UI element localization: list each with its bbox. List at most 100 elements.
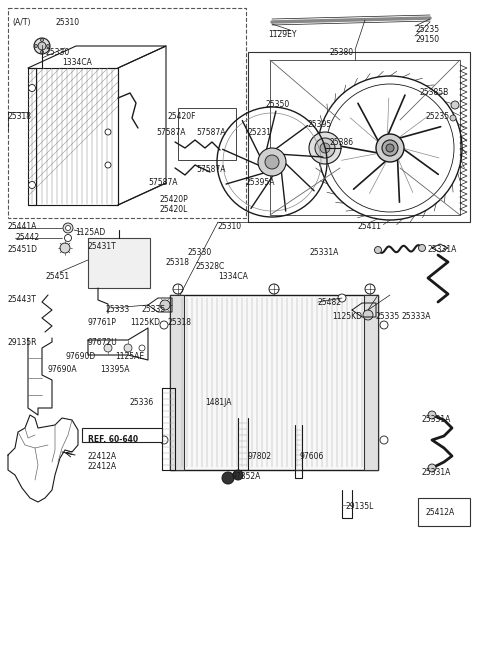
Text: 57587A: 57587A bbox=[196, 128, 226, 137]
Text: 25310: 25310 bbox=[218, 222, 242, 231]
Circle shape bbox=[63, 223, 73, 233]
Text: 1481JA: 1481JA bbox=[205, 398, 231, 407]
Text: 25385B: 25385B bbox=[420, 88, 449, 97]
Text: 25331A: 25331A bbox=[422, 468, 451, 477]
Text: 29135R: 29135R bbox=[8, 338, 37, 347]
Text: 25395A: 25395A bbox=[245, 178, 275, 187]
Circle shape bbox=[160, 436, 168, 444]
Circle shape bbox=[451, 101, 459, 109]
Text: 25412A: 25412A bbox=[425, 508, 454, 517]
Text: 25331A: 25331A bbox=[310, 248, 339, 257]
Circle shape bbox=[34, 38, 50, 54]
Circle shape bbox=[35, 45, 37, 48]
Circle shape bbox=[258, 148, 286, 176]
Text: 25420L: 25420L bbox=[160, 205, 188, 214]
Circle shape bbox=[374, 246, 382, 253]
Text: 25420P: 25420P bbox=[160, 195, 189, 204]
Text: 25331A: 25331A bbox=[422, 415, 451, 424]
Text: 25235: 25235 bbox=[425, 112, 449, 121]
Circle shape bbox=[265, 155, 279, 169]
Circle shape bbox=[380, 436, 388, 444]
Circle shape bbox=[363, 310, 373, 320]
Circle shape bbox=[124, 344, 132, 352]
Text: 25331A: 25331A bbox=[428, 245, 457, 254]
Text: 29135L: 29135L bbox=[345, 502, 373, 511]
Circle shape bbox=[450, 115, 456, 121]
Text: 25335: 25335 bbox=[375, 312, 399, 321]
Text: 25330: 25330 bbox=[188, 248, 212, 257]
Circle shape bbox=[309, 132, 341, 164]
Circle shape bbox=[320, 143, 330, 153]
Circle shape bbox=[365, 284, 375, 294]
Text: 25333A: 25333A bbox=[402, 312, 432, 321]
Circle shape bbox=[338, 294, 346, 302]
Text: 1125AE: 1125AE bbox=[115, 352, 144, 361]
Text: 25328C: 25328C bbox=[196, 262, 225, 271]
Circle shape bbox=[28, 84, 36, 92]
Circle shape bbox=[233, 470, 243, 480]
Text: REF. 60-640: REF. 60-640 bbox=[88, 435, 138, 444]
Circle shape bbox=[222, 472, 234, 484]
Circle shape bbox=[428, 464, 436, 472]
Text: 1125KD: 1125KD bbox=[332, 312, 362, 321]
Text: 25411: 25411 bbox=[358, 222, 382, 231]
Bar bbox=[364, 295, 378, 470]
Text: 25420F: 25420F bbox=[168, 112, 196, 121]
Bar bbox=[418, 498, 470, 526]
Circle shape bbox=[376, 134, 404, 162]
Text: (A/T): (A/T) bbox=[12, 18, 31, 27]
Text: 57587A: 57587A bbox=[156, 128, 185, 137]
Circle shape bbox=[173, 284, 183, 294]
Circle shape bbox=[382, 140, 398, 156]
Circle shape bbox=[160, 300, 170, 310]
Text: 1129EY: 1129EY bbox=[268, 30, 297, 39]
Text: 22412A: 22412A bbox=[88, 462, 117, 471]
Text: 1125KD: 1125KD bbox=[130, 318, 160, 327]
Text: 97672U: 97672U bbox=[88, 338, 118, 347]
Text: 25318: 25318 bbox=[8, 112, 32, 121]
Text: 1334CA: 1334CA bbox=[218, 272, 248, 281]
Bar bbox=[178, 108, 236, 160]
Bar bbox=[170, 295, 184, 470]
Text: 25318: 25318 bbox=[165, 258, 189, 267]
Bar bbox=[8, 8, 246, 218]
Bar bbox=[88, 238, 150, 288]
Text: 25451D: 25451D bbox=[8, 245, 38, 254]
Text: 97761P: 97761P bbox=[88, 318, 117, 327]
Circle shape bbox=[380, 321, 388, 329]
Text: 25310: 25310 bbox=[55, 18, 79, 27]
Text: 29150: 29150 bbox=[415, 35, 439, 44]
Circle shape bbox=[386, 144, 394, 152]
Text: 25350: 25350 bbox=[265, 100, 289, 109]
Circle shape bbox=[28, 181, 36, 189]
Text: 22412A: 22412A bbox=[88, 452, 117, 461]
Text: 13395A: 13395A bbox=[100, 365, 130, 374]
Text: 25380: 25380 bbox=[330, 48, 354, 57]
Text: 25482: 25482 bbox=[318, 298, 342, 307]
Text: 25451: 25451 bbox=[45, 272, 69, 281]
Text: 25335: 25335 bbox=[142, 305, 166, 314]
Circle shape bbox=[139, 345, 145, 351]
Circle shape bbox=[105, 129, 111, 135]
Text: 97852A: 97852A bbox=[232, 472, 262, 481]
Bar bbox=[248, 52, 470, 222]
Circle shape bbox=[419, 244, 425, 252]
Circle shape bbox=[105, 162, 111, 168]
Text: 57587A: 57587A bbox=[196, 165, 226, 174]
Circle shape bbox=[104, 344, 112, 352]
Text: 25442: 25442 bbox=[16, 233, 40, 242]
Text: 25330: 25330 bbox=[46, 48, 70, 57]
Circle shape bbox=[38, 42, 46, 50]
Circle shape bbox=[40, 39, 44, 41]
Bar bbox=[82, 428, 162, 442]
Text: 25235: 25235 bbox=[415, 25, 439, 34]
Text: 25231: 25231 bbox=[248, 128, 272, 137]
Text: 25431T: 25431T bbox=[88, 242, 117, 251]
Text: 25386: 25386 bbox=[330, 138, 354, 147]
Text: 1125AD: 1125AD bbox=[75, 228, 105, 237]
Circle shape bbox=[428, 411, 436, 419]
Text: 97690D: 97690D bbox=[65, 352, 95, 361]
Bar bbox=[270, 60, 460, 215]
Text: 1334CA: 1334CA bbox=[62, 58, 92, 67]
Circle shape bbox=[160, 321, 168, 329]
